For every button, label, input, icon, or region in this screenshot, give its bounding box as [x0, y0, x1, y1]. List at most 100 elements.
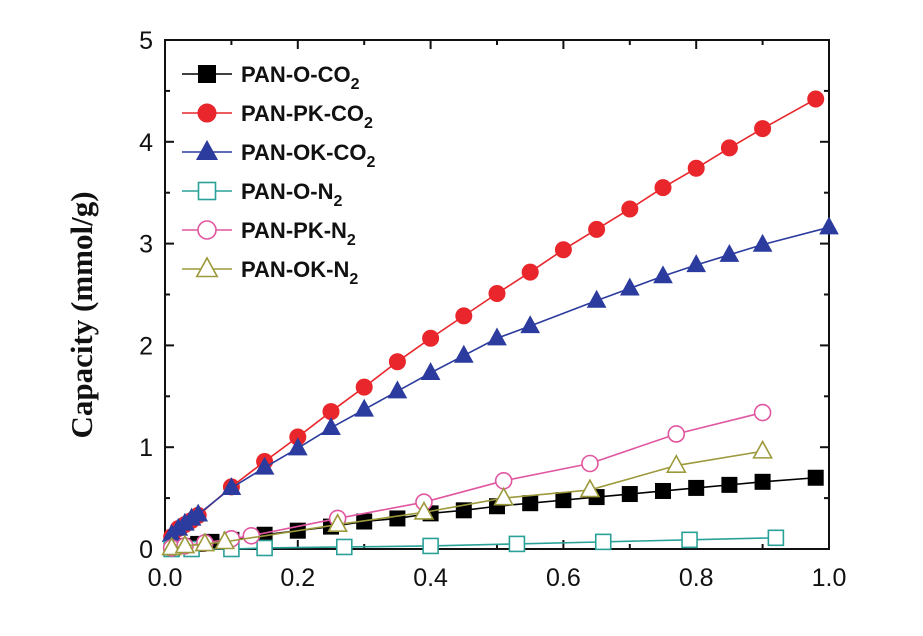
data-point: [508, 535, 526, 553]
y-tick-label: 4: [139, 129, 153, 157]
x-tick-label: 0.0: [148, 564, 183, 592]
data-point: [387, 380, 408, 399]
legend-label: PAN-PK-N2: [241, 218, 356, 249]
data-point: [321, 417, 341, 435]
legend-entry: PAN-OK-N2: [182, 256, 358, 288]
data-point: [667, 425, 686, 443]
data-point: [807, 90, 825, 108]
legend: PAN-O-CO2PAN-PK-CO2PAN-OK-CO2PAN-O-N2PAN…: [182, 62, 375, 288]
data-point: [688, 479, 705, 496]
data-point: [767, 529, 785, 547]
data-point: [665, 454, 687, 473]
x-tick-label: 0.6: [546, 564, 581, 592]
data-point: [621, 486, 638, 503]
legend-entry: PAN-O-N2: [182, 179, 342, 210]
data-point: [214, 530, 236, 550]
data-point: [752, 233, 773, 252]
data-point: [389, 510, 406, 527]
data-point: [242, 526, 261, 545]
legend-entry: PAN-OK-CO2: [182, 139, 375, 171]
legend-label-main: PAN-O-N: [241, 179, 333, 204]
x-tick-label: 1.0: [812, 564, 847, 592]
y-tick-label: 1: [139, 434, 153, 462]
data-point: [807, 469, 824, 486]
y-axis-label: Capacity (mmol/g): [64, 191, 99, 438]
data-point: [752, 439, 773, 459]
legend-marker: [195, 256, 219, 278]
data-point: [687, 159, 705, 177]
data-point: [335, 538, 353, 556]
data-point: [221, 477, 242, 496]
data-point: [754, 473, 771, 490]
legend-label: PAN-PK-CO2: [241, 101, 373, 132]
data-point: [721, 476, 738, 493]
legend-label: PAN-O-N2: [241, 179, 342, 210]
legend-entry: PAN-PK-N2: [182, 218, 356, 249]
data-point: [654, 179, 672, 197]
data-point: [655, 482, 671, 499]
legend-label-subscript: 2: [366, 154, 375, 171]
data-point: [753, 403, 772, 422]
data-point: [487, 327, 507, 346]
data-point: [555, 492, 572, 509]
data-point: [422, 329, 440, 347]
data-point: [453, 344, 474, 363]
legend-label-subscript: 2: [351, 76, 360, 93]
legend-label-subscript: 2: [347, 232, 356, 249]
data-point: [588, 220, 606, 238]
legend-label-main: PAN-O-CO: [241, 62, 351, 87]
legend-marker: [197, 103, 217, 123]
legend-marker: [197, 181, 217, 201]
data-point: [719, 243, 740, 262]
data-point: [619, 277, 640, 296]
legend-marker: [198, 65, 216, 83]
y-tick-label: 3: [139, 231, 153, 259]
data-point: [188, 503, 209, 522]
data-point: [681, 531, 698, 549]
legend-label-main: PAN-PK-CO: [241, 101, 364, 126]
data-point: [420, 362, 441, 381]
x-tick-label: 0.2: [280, 564, 315, 592]
data-point: [256, 539, 273, 557]
data-point: [754, 120, 772, 138]
legend-label-main: PAN-PK-N: [241, 218, 347, 243]
data-point: [174, 534, 196, 554]
y-tick-label: 2: [139, 332, 153, 360]
data-point: [653, 265, 673, 284]
data-point: [194, 532, 216, 552]
legend-marker: [197, 220, 217, 240]
series-line: [171, 450, 763, 549]
data-point: [488, 284, 506, 302]
legend-label: PAN-OK-CO2: [241, 140, 375, 171]
data-point: [521, 263, 539, 281]
axes: 0.0 0.2 0.4 0.6 0.8 1.0 0 1 2 3 4 5: [139, 27, 846, 592]
x-tick-label: 0.4: [413, 564, 448, 592]
y-tick-label: 5: [139, 27, 153, 55]
legend-label-subscript: 2: [364, 115, 373, 132]
data-point: [621, 200, 639, 218]
legend-entry: PAN-O-CO2: [182, 62, 360, 93]
legend-marker: [195, 139, 219, 160]
data-point: [720, 139, 738, 157]
data-point: [522, 495, 539, 512]
data-point: [520, 315, 541, 334]
data-point: [354, 398, 375, 417]
data-point: [388, 353, 406, 371]
data-point: [554, 241, 572, 259]
legend-label-subscript: 2: [349, 271, 358, 288]
series-pan-ok-n2: [161, 439, 773, 556]
data-point: [579, 478, 601, 498]
data-point: [327, 513, 348, 532]
data-point: [455, 307, 473, 325]
data-point: [413, 500, 435, 520]
data-point: [254, 456, 275, 475]
y-tick-label: 0: [139, 536, 153, 564]
data-point: [287, 437, 308, 456]
legend-label-main: PAN-OK-N: [241, 257, 349, 282]
data-point: [355, 378, 373, 396]
legend-label-main: PAN-OK-CO: [241, 140, 366, 165]
legend-label-subscript: 2: [333, 193, 342, 210]
data-point: [581, 454, 599, 473]
